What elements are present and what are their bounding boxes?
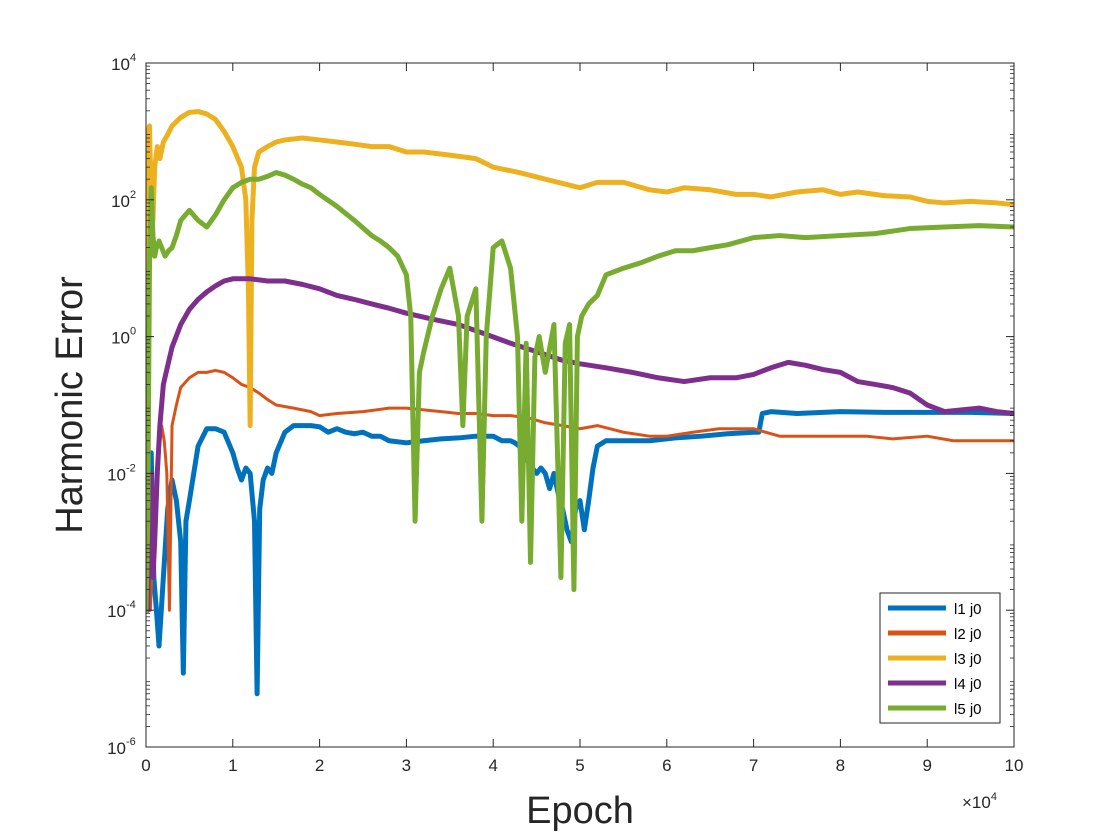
- legend-label-5: l5 j0: [954, 701, 982, 718]
- ticks-layer: [145, 62, 1015, 748]
- y-tick-label-base: 10: [107, 602, 126, 621]
- y-tick-label: 10 4: [111, 52, 136, 74]
- y-tick-label-exponent: -6: [126, 736, 136, 748]
- y-tick-label-exponent: 4: [130, 52, 136, 64]
- x-axis-label: Epoch: [526, 790, 634, 832]
- x-tick-label: 4: [488, 756, 497, 775]
- y-tick-label-exponent: 2: [130, 189, 136, 201]
- y-tick-label: 10 -6: [107, 736, 136, 758]
- y-tick-label-exponent: -2: [126, 462, 136, 474]
- legend-label-4: l4 j0: [954, 676, 982, 693]
- y-tick-label: 10 -4: [107, 599, 136, 621]
- legend: l1 j0 l2 j0 l3 j0 l4 j0 l5 j0: [879, 592, 1001, 724]
- legend-label-1: l1 j0: [954, 601, 982, 618]
- x-tick-label: 6: [662, 756, 671, 775]
- series-line-5: [146, 170, 1014, 613]
- svg-text:×104: ×104: [962, 791, 997, 812]
- x-multiplier-exponent: 4: [991, 791, 997, 803]
- series-layer: [146, 109, 1014, 697]
- y-tick-label-base: 10: [111, 329, 130, 348]
- y-tick-label: 10 -2: [107, 462, 136, 484]
- y-tick-label: 10 0: [111, 326, 136, 348]
- y-tick-label-base: 10: [111, 192, 130, 211]
- x-multiplier: ×104: [962, 791, 997, 812]
- y-tick-label-base: 10: [107, 465, 126, 484]
- series-line-2: [146, 368, 1014, 612]
- x-tick-label: 10: [1005, 756, 1024, 775]
- y-tick-label-base: 10: [111, 55, 130, 74]
- x-tick-label: 8: [836, 756, 845, 775]
- series-line-1: [146, 409, 1014, 697]
- legend-label-3: l3 j0: [954, 651, 982, 668]
- y-tick-label-exponent: -4: [126, 599, 136, 611]
- legend-label-2: l2 j0: [954, 626, 982, 643]
- x-tick-label: 7: [749, 756, 758, 775]
- x-tick-label: 0: [141, 756, 150, 775]
- x-tick-label: 3: [402, 756, 411, 775]
- x-tick-label: 5: [575, 756, 584, 775]
- y-tick-label-base: 10: [107, 739, 126, 758]
- series-line-3: [146, 109, 1014, 476]
- series-line-4: [146, 276, 1014, 613]
- y-tick-label-exponent: 0: [130, 326, 136, 338]
- y-tick-label: 10 2: [111, 189, 136, 211]
- x-multiplier-base: ×10: [962, 793, 991, 812]
- x-tick-label: 9: [922, 756, 931, 775]
- x-tick-label: 1: [228, 756, 237, 775]
- y-axis-label: Harmonic Error: [49, 276, 91, 534]
- x-tick-label: 2: [315, 756, 324, 775]
